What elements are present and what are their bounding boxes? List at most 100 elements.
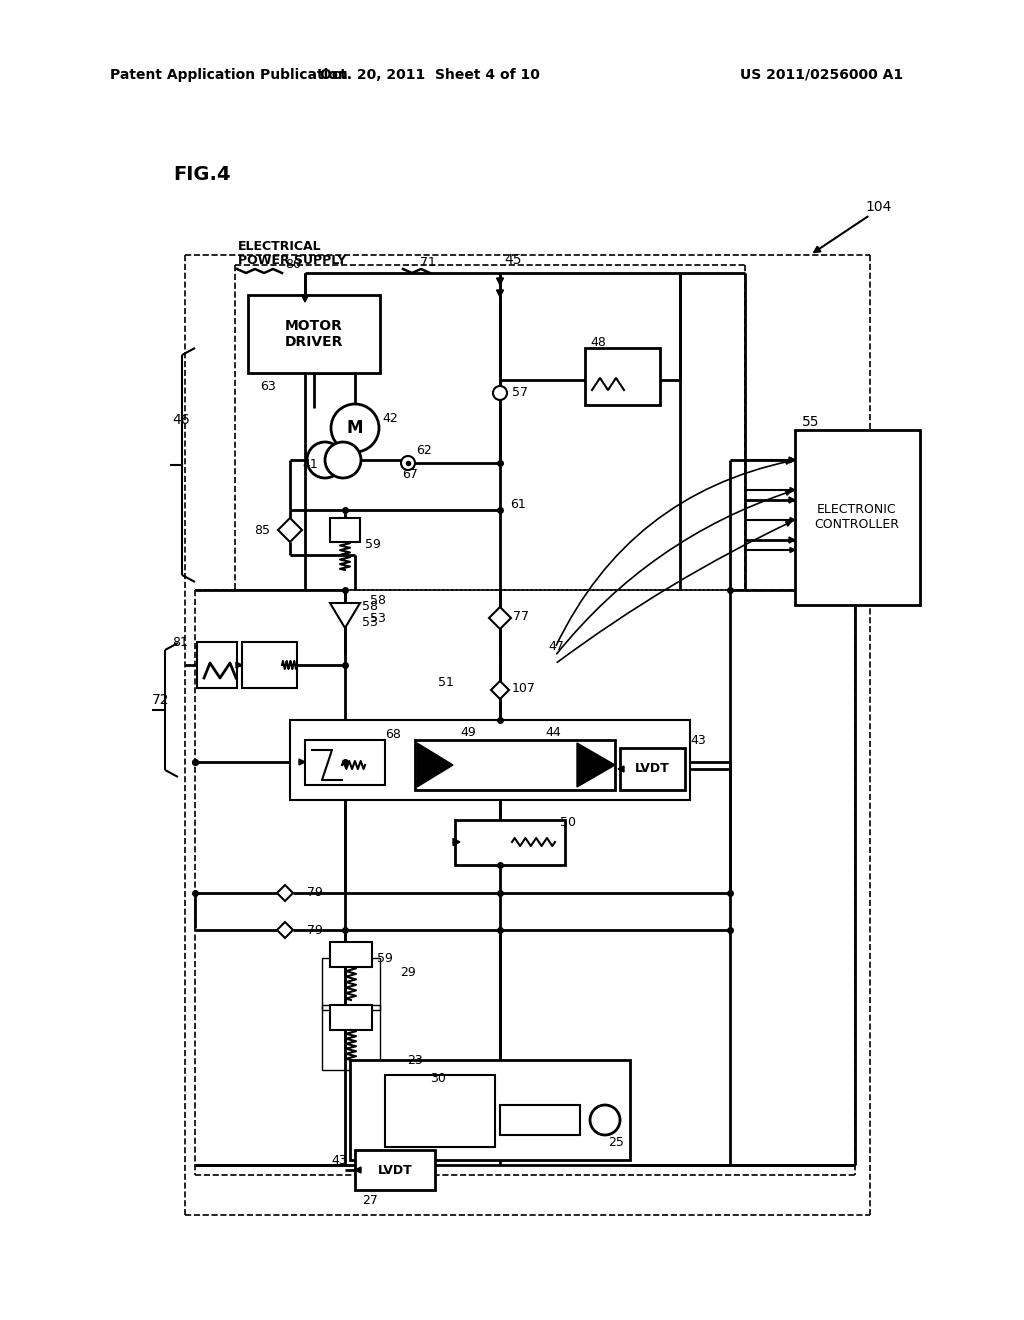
Text: 63: 63	[260, 380, 275, 393]
Circle shape	[325, 442, 361, 478]
Text: 29: 29	[400, 966, 416, 979]
Text: POWER SUPPLY: POWER SUPPLY	[238, 253, 346, 267]
Text: 57: 57	[512, 385, 528, 399]
Text: 47: 47	[548, 640, 564, 653]
Bar	[500, 1105, 580, 1135]
Polygon shape	[790, 498, 795, 503]
Text: 44: 44	[545, 726, 561, 739]
Text: 72: 72	[152, 693, 170, 708]
Polygon shape	[577, 743, 615, 787]
Text: 30: 30	[430, 1072, 445, 1085]
Text: 77: 77	[513, 610, 529, 623]
Polygon shape	[790, 517, 795, 523]
Polygon shape	[301, 294, 308, 302]
Text: US 2011/0256000 A1: US 2011/0256000 A1	[740, 69, 903, 82]
Bar	[585, 348, 660, 405]
Text: ELECTRICAL: ELECTRICAL	[238, 240, 322, 253]
Text: 59: 59	[377, 952, 393, 965]
Polygon shape	[497, 290, 504, 297]
Text: 71: 71	[420, 256, 436, 268]
Polygon shape	[790, 457, 795, 463]
Text: 46: 46	[172, 413, 189, 426]
Polygon shape	[330, 603, 360, 628]
Text: 62: 62	[416, 444, 432, 457]
Polygon shape	[299, 759, 305, 766]
Polygon shape	[490, 681, 509, 700]
Bar	[290, 719, 690, 800]
Polygon shape	[453, 838, 460, 846]
Bar	[415, 741, 615, 789]
Circle shape	[493, 385, 507, 400]
Text: LVDT: LVDT	[635, 763, 670, 776]
Polygon shape	[278, 921, 293, 939]
Text: 53: 53	[370, 611, 386, 624]
Text: 85: 85	[254, 524, 270, 536]
Bar	[305, 741, 385, 785]
Text: 59: 59	[365, 539, 381, 552]
Text: 81: 81	[172, 636, 188, 649]
Text: M: M	[347, 418, 364, 437]
Bar	[620, 748, 685, 789]
Circle shape	[590, 1105, 620, 1135]
Text: 58: 58	[362, 601, 378, 614]
Bar	[330, 942, 372, 968]
Text: 41: 41	[302, 458, 317, 471]
Polygon shape	[278, 884, 293, 902]
Text: Patent Application Publication: Patent Application Publication	[110, 69, 348, 82]
Text: 25: 25	[608, 1137, 624, 1150]
Text: 51: 51	[438, 676, 454, 689]
Bar	[455, 820, 565, 865]
Text: 43: 43	[690, 734, 706, 747]
Text: 79: 79	[307, 924, 323, 936]
Text: ELECTRONIC
CONTROLLER: ELECTRONIC CONTROLLER	[814, 503, 899, 531]
Text: FIG.4: FIG.4	[173, 165, 230, 185]
Polygon shape	[236, 663, 242, 668]
Polygon shape	[618, 766, 624, 772]
Text: 55: 55	[802, 414, 819, 429]
Bar	[322, 1005, 380, 1071]
Text: 104: 104	[865, 201, 891, 214]
Bar	[197, 642, 237, 688]
Text: 42: 42	[382, 412, 397, 425]
Circle shape	[307, 442, 343, 478]
Bar	[248, 294, 380, 374]
Bar	[330, 517, 360, 543]
Text: 59: 59	[355, 1014, 371, 1027]
Text: MOTOR
DRIVER: MOTOR DRIVER	[285, 319, 343, 348]
Bar	[350, 1060, 630, 1160]
Text: 23: 23	[407, 1053, 423, 1067]
Text: 45: 45	[504, 253, 521, 267]
Text: 61: 61	[510, 499, 525, 511]
Text: 58: 58	[370, 594, 386, 606]
Text: 68: 68	[385, 729, 400, 742]
Text: LVDT: LVDT	[378, 1163, 413, 1176]
Text: 107: 107	[512, 682, 536, 696]
Circle shape	[331, 404, 379, 451]
Polygon shape	[278, 517, 302, 543]
Bar	[330, 1005, 372, 1030]
Text: 43: 43	[331, 1154, 347, 1167]
Text: 80: 80	[285, 259, 301, 272]
Text: 49: 49	[460, 726, 476, 739]
Bar	[385, 1074, 495, 1147]
Polygon shape	[417, 743, 453, 787]
Text: 67: 67	[402, 469, 418, 482]
Bar	[355, 1150, 435, 1191]
Polygon shape	[790, 548, 795, 553]
Bar	[242, 642, 297, 688]
Text: 27: 27	[362, 1193, 378, 1206]
Bar	[322, 958, 380, 1010]
Polygon shape	[790, 458, 795, 462]
Text: Oct. 20, 2011  Sheet 4 of 10: Oct. 20, 2011 Sheet 4 of 10	[321, 69, 540, 82]
Polygon shape	[355, 1167, 361, 1173]
Text: 53: 53	[362, 615, 378, 628]
Circle shape	[401, 455, 415, 470]
Polygon shape	[497, 279, 504, 285]
Polygon shape	[489, 607, 511, 630]
Text: 48: 48	[590, 335, 606, 348]
Bar	[795, 430, 920, 605]
Text: 79: 79	[307, 887, 323, 899]
Text: 50: 50	[560, 816, 575, 829]
Polygon shape	[790, 487, 795, 492]
Polygon shape	[790, 537, 795, 543]
